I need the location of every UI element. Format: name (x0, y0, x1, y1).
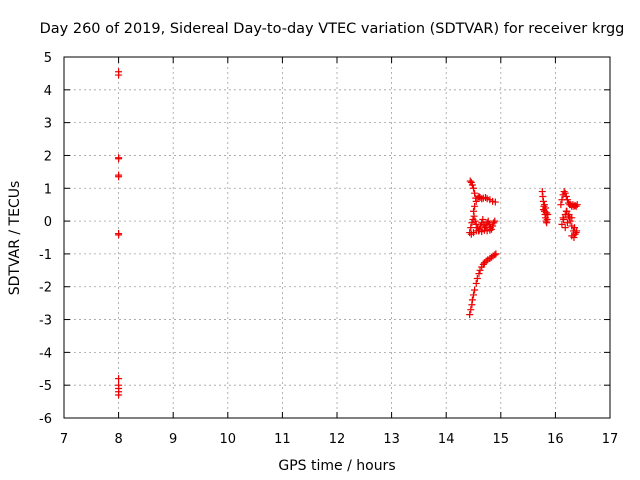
x-tick-label: 14 (438, 432, 455, 447)
grid-lines (64, 57, 610, 418)
data-point (491, 198, 499, 206)
data-point (484, 217, 492, 225)
data-point (558, 220, 566, 228)
data-point (490, 219, 498, 227)
chart-title: Day 260 of 2019, Sidereal Day-to-day VTE… (40, 21, 625, 37)
data-point (543, 209, 551, 217)
data-point (115, 375, 123, 383)
data-point (115, 391, 123, 399)
x-tick-label: 15 (493, 432, 510, 447)
data-point (492, 250, 500, 258)
data-point (470, 291, 477, 299)
data-point (466, 311, 474, 319)
data-point (482, 193, 490, 201)
data-point (557, 201, 565, 209)
data-point (473, 275, 481, 283)
data-point (472, 197, 480, 205)
data-point (559, 214, 567, 222)
data-point (561, 189, 569, 197)
y-tick-label: -1 (39, 248, 52, 263)
y-tick-label: 4 (44, 84, 52, 99)
data-point (563, 219, 571, 227)
data-point (466, 177, 474, 185)
data-point (489, 222, 497, 230)
y-axis-label: SDTVAR / TECUs (7, 181, 23, 296)
data-point (570, 234, 578, 241)
data-point (568, 214, 576, 222)
data-point (571, 224, 579, 232)
data-point (560, 188, 568, 196)
data-point (471, 202, 479, 210)
data-point (491, 251, 499, 259)
data-point (471, 286, 479, 294)
data-point (115, 155, 123, 163)
y-tick-label: 3 (44, 117, 52, 132)
y-tick-label: 2 (44, 149, 52, 164)
x-tick-label: 12 (329, 432, 346, 447)
y-tick-label: 1 (44, 182, 52, 197)
data-point (472, 220, 480, 228)
data-point (562, 192, 570, 200)
data-point (115, 71, 123, 79)
data-point (467, 306, 475, 314)
data-point (472, 279, 480, 287)
y-tick-label: 0 (44, 215, 52, 230)
x-axis-label: GPS time / hours (278, 458, 395, 474)
data-points (115, 68, 581, 399)
data-point (563, 196, 571, 204)
data-point (471, 189, 479, 197)
y-tick-label: -6 (39, 412, 52, 427)
x-tick-label: 7 (60, 432, 68, 447)
x-tick-label: 11 (274, 432, 291, 447)
y-tick-label: -3 (39, 314, 52, 329)
y-tick-label: 5 (44, 51, 52, 66)
y-tick-label: -2 (39, 281, 52, 296)
data-point (480, 259, 488, 267)
x-tick-label: 17 (602, 432, 619, 447)
data-point (482, 257, 490, 265)
data-point (561, 224, 569, 232)
data-point (486, 226, 494, 234)
data-point (540, 201, 548, 209)
data-point (572, 229, 580, 237)
x-tick-label: 8 (114, 432, 122, 447)
y-tick-label: -4 (39, 346, 52, 361)
data-point (482, 222, 490, 230)
data-point (488, 225, 496, 233)
x-tick-label: 10 (220, 432, 237, 447)
data-point (571, 230, 579, 238)
data-point (115, 173, 123, 181)
data-point (479, 215, 487, 223)
data-point (471, 217, 479, 225)
data-point (470, 184, 477, 192)
data-point (573, 201, 581, 209)
data-point (470, 207, 477, 215)
data-point (485, 220, 493, 228)
data-point (572, 202, 580, 210)
y-tick-labels: 5 4 3 2 1 0 -1 -2 -3 -4 -5 -6 (39, 51, 52, 427)
data-point (544, 211, 552, 219)
data-point (542, 204, 550, 212)
data-point (467, 224, 475, 232)
data-point (475, 270, 483, 278)
x-tick-labels: 7 8 9 10 11 12 13 14 15 16 17 (60, 432, 618, 447)
x-tick-label: 16 (547, 432, 564, 447)
data-point (468, 181, 476, 189)
x-tick-label: 13 (383, 432, 400, 447)
x-tick-label: 9 (169, 432, 177, 447)
axis-ticks (63, 56, 611, 419)
data-point (468, 219, 476, 227)
data-point (115, 231, 123, 239)
data-point (476, 266, 484, 274)
data-point (491, 217, 499, 225)
y-tick-label: -5 (39, 379, 52, 394)
data-point (468, 296, 476, 304)
